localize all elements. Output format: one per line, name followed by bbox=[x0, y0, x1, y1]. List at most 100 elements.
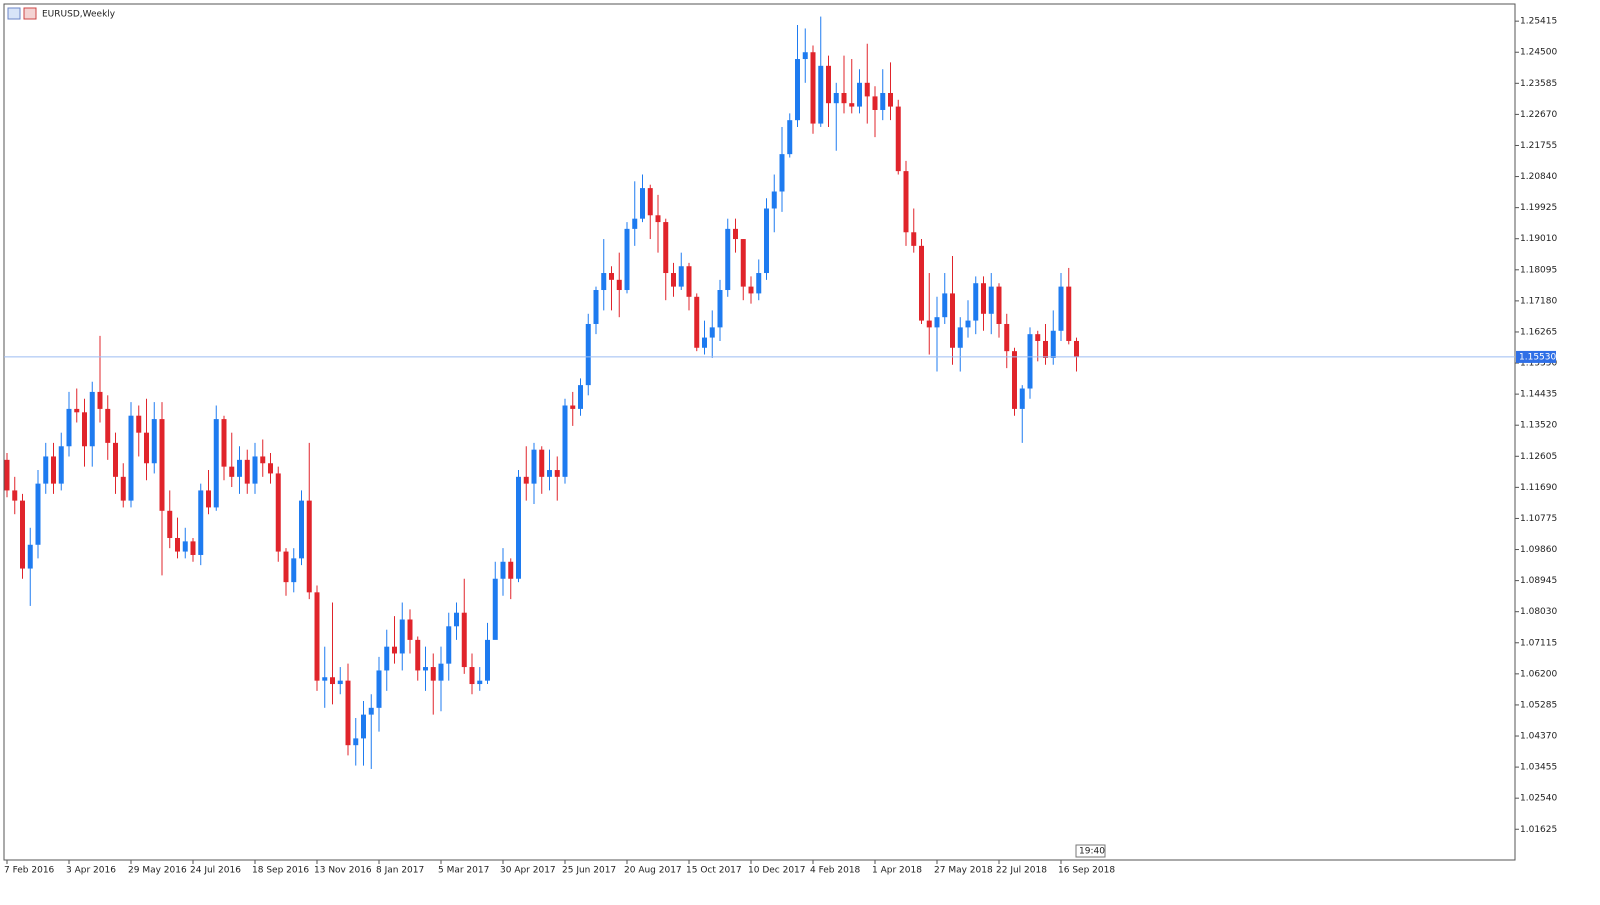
candle-body bbox=[51, 456, 56, 484]
candle-body bbox=[934, 317, 940, 328]
x-tick-label: 24 Jul 2016 bbox=[190, 866, 241, 876]
candle-body bbox=[880, 92, 886, 110]
candle-body bbox=[624, 228, 630, 291]
candle-body bbox=[764, 208, 769, 274]
candle-body bbox=[818, 65, 824, 124]
candle-body bbox=[787, 120, 793, 155]
candle-body bbox=[322, 677, 328, 681]
candle-body bbox=[74, 408, 80, 413]
candle-body bbox=[175, 537, 180, 552]
candle-body bbox=[446, 626, 452, 664]
candle-body bbox=[663, 222, 669, 274]
candle-body bbox=[810, 52, 816, 124]
candle-body bbox=[570, 405, 576, 409]
y-tick-label: 1.05285 bbox=[1520, 700, 1557, 710]
candle-body bbox=[485, 639, 490, 681]
candle-body bbox=[864, 82, 870, 97]
y-tick-label: 1.02540 bbox=[1520, 794, 1557, 804]
candle-body bbox=[190, 541, 196, 555]
candle-body bbox=[1019, 388, 1025, 409]
candle-body bbox=[601, 273, 607, 291]
candle-body bbox=[826, 65, 831, 104]
chart-icon bbox=[7, 7, 21, 20]
candle-body bbox=[58, 446, 64, 484]
candle-body bbox=[1004, 323, 1010, 352]
candle-body bbox=[702, 337, 707, 348]
candle-body bbox=[314, 592, 320, 681]
y-tick-label: 1.21755 bbox=[1520, 141, 1557, 151]
candle-body bbox=[454, 612, 459, 627]
x-tick-label: 7 Feb 2016 bbox=[4, 866, 55, 876]
candle-body bbox=[213, 419, 219, 508]
candle-body bbox=[748, 286, 754, 294]
y-tick-label: 1.07115 bbox=[1520, 638, 1557, 648]
candle-body bbox=[849, 103, 855, 107]
candle-body bbox=[562, 405, 568, 477]
chart-title: EURUSD,Weekly bbox=[42, 10, 116, 20]
candle-body bbox=[438, 663, 444, 681]
x-tick-label: 8 Jan 2017 bbox=[376, 866, 424, 876]
candle-body bbox=[1058, 286, 1064, 331]
candle-body bbox=[461, 612, 467, 668]
x-tick-label: 25 Jun 2017 bbox=[562, 866, 616, 876]
x-tick-label: 13 Nov 2016 bbox=[314, 866, 372, 876]
candle-body bbox=[733, 228, 738, 240]
candle-body bbox=[167, 510, 173, 538]
candle-body bbox=[229, 466, 235, 477]
candle-body bbox=[244, 459, 250, 484]
candle-body bbox=[942, 293, 948, 318]
candle-body bbox=[671, 273, 676, 287]
candle-body bbox=[585, 323, 591, 386]
x-tick-label: 15 Oct 2017 bbox=[686, 866, 742, 876]
y-tick-label: 1.19925 bbox=[1520, 203, 1557, 213]
candle-body bbox=[740, 239, 746, 287]
candle-body bbox=[888, 92, 893, 107]
candle-body bbox=[275, 473, 281, 552]
candle-body bbox=[988, 286, 994, 314]
candle-body bbox=[337, 680, 343, 685]
candle-body bbox=[756, 273, 762, 294]
y-tick-label: 1.17180 bbox=[1520, 296, 1557, 306]
candle-body bbox=[237, 459, 242, 477]
candle-body bbox=[415, 639, 421, 671]
x-tick-label: 29 May 2016 bbox=[128, 866, 187, 876]
candle-body bbox=[423, 667, 428, 671]
y-tick-label: 1.11690 bbox=[1520, 483, 1557, 493]
candle-body bbox=[4, 459, 10, 491]
y-tick-label: 1.10775 bbox=[1520, 514, 1557, 524]
candle-body bbox=[268, 463, 273, 474]
candle-body bbox=[198, 490, 204, 555]
x-tick-label: 16 Sep 2018 bbox=[1058, 866, 1115, 876]
y-tick-label: 1.22670 bbox=[1520, 110, 1557, 120]
candle-body bbox=[283, 551, 289, 583]
candle-body bbox=[616, 279, 622, 291]
candle-body bbox=[802, 52, 808, 60]
x-tick-label: 18 Sep 2016 bbox=[252, 866, 309, 876]
candle-body bbox=[895, 106, 901, 172]
candle-body bbox=[1035, 334, 1041, 341]
candle-body bbox=[120, 476, 126, 501]
plot-frame bbox=[3, 3, 1516, 861]
candle-body bbox=[833, 92, 839, 104]
candle-body bbox=[353, 738, 359, 746]
candle-body bbox=[1012, 351, 1017, 409]
candle-body bbox=[926, 320, 932, 328]
candle-body bbox=[144, 432, 149, 464]
x-tick-label: 10 Dec 2017 bbox=[748, 866, 806, 876]
candle-body bbox=[27, 544, 33, 569]
candle-body bbox=[632, 218, 638, 229]
y-tick-label: 1.15350 bbox=[1520, 359, 1557, 369]
y-tick-label: 1.01625 bbox=[1520, 825, 1557, 835]
candle-body bbox=[872, 96, 878, 110]
candle-body bbox=[252, 456, 258, 484]
candle-body bbox=[159, 419, 165, 511]
candle-body bbox=[113, 442, 118, 477]
candle-body bbox=[260, 456, 266, 464]
candle-body bbox=[694, 296, 700, 348]
y-tick-label: 1.25415 bbox=[1520, 17, 1557, 27]
y-tick-label: 1.04370 bbox=[1520, 732, 1557, 742]
candle-body bbox=[469, 667, 475, 685]
y-tick-label: 1.14435 bbox=[1520, 390, 1557, 400]
candle-body bbox=[779, 154, 785, 192]
